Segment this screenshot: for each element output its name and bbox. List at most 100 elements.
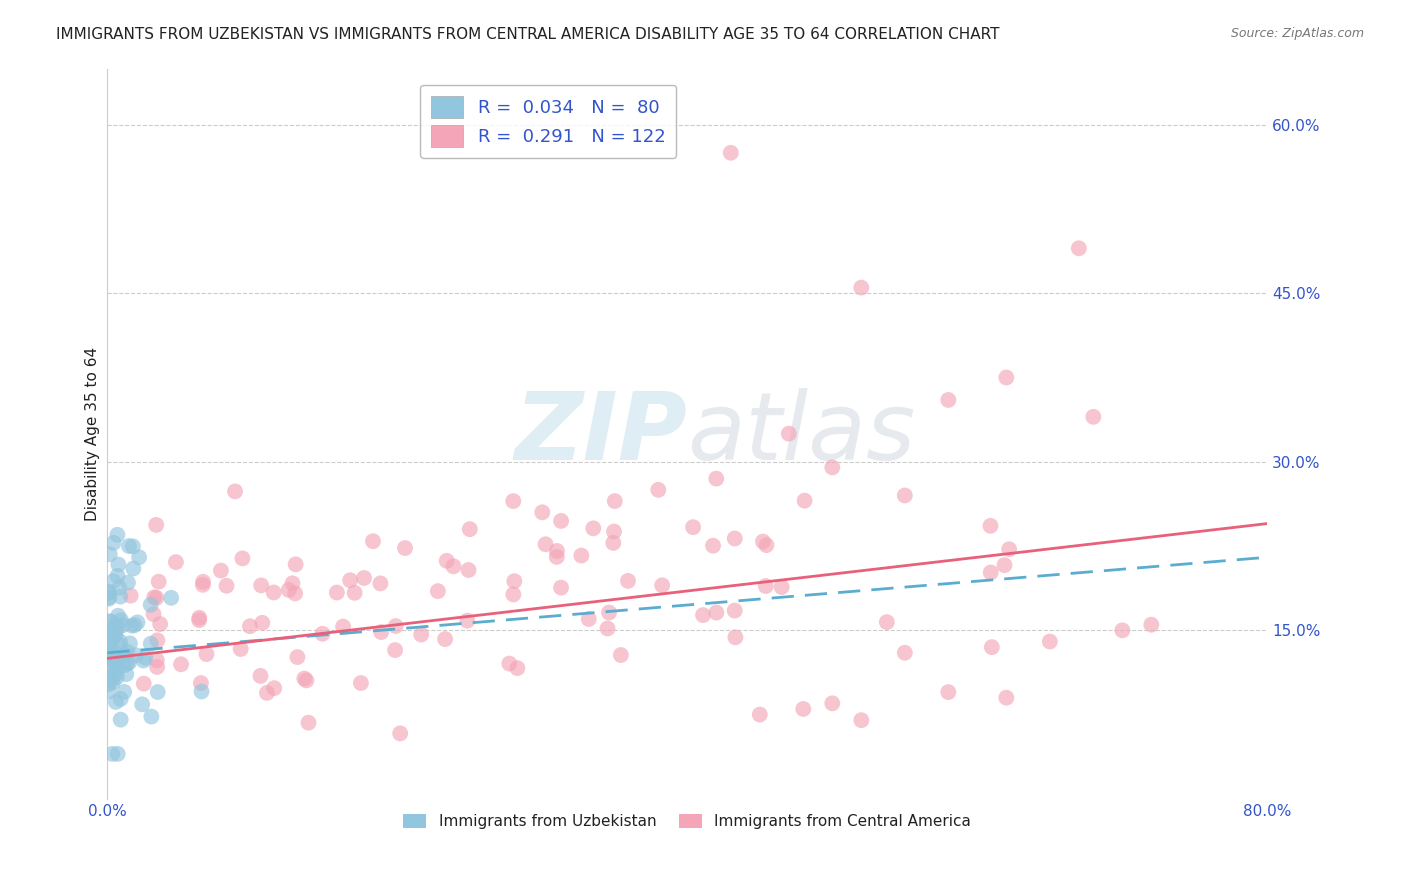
Point xyxy=(326,585,349,599)
Point xyxy=(1039,634,1062,648)
Point xyxy=(105,619,128,633)
Point xyxy=(146,685,169,699)
Point xyxy=(284,586,307,600)
Point xyxy=(107,660,129,674)
Point xyxy=(995,690,1018,705)
Point xyxy=(998,542,1021,557)
Point xyxy=(110,613,132,627)
Point xyxy=(389,726,412,740)
Point xyxy=(546,549,568,564)
Point xyxy=(107,569,129,583)
Point xyxy=(647,483,669,497)
Point xyxy=(384,619,406,633)
Point xyxy=(100,615,122,629)
Point xyxy=(531,505,554,519)
Point xyxy=(139,637,162,651)
Point xyxy=(112,685,135,699)
Point xyxy=(498,657,520,671)
Point xyxy=(277,582,299,597)
Point xyxy=(617,574,640,588)
Point xyxy=(97,626,120,640)
Point xyxy=(332,619,354,633)
Point xyxy=(143,591,166,605)
Text: atlas: atlas xyxy=(688,388,915,479)
Point xyxy=(256,686,278,700)
Point xyxy=(651,578,673,592)
Point xyxy=(191,578,214,592)
Point xyxy=(118,539,141,553)
Point xyxy=(702,539,724,553)
Point xyxy=(936,685,959,699)
Point xyxy=(370,576,392,591)
Point xyxy=(121,618,143,632)
Point xyxy=(101,747,124,761)
Point xyxy=(720,145,742,160)
Point xyxy=(97,591,120,606)
Text: Source: ZipAtlas.com: Source: ZipAtlas.com xyxy=(1230,27,1364,40)
Point xyxy=(980,566,1002,580)
Point xyxy=(97,684,120,698)
Point xyxy=(118,655,141,669)
Point xyxy=(692,608,714,623)
Point xyxy=(284,558,307,572)
Point xyxy=(146,660,169,674)
Point xyxy=(149,617,172,632)
Point xyxy=(287,650,309,665)
Point xyxy=(148,574,170,589)
Point xyxy=(755,579,778,593)
Point xyxy=(104,628,127,642)
Point xyxy=(821,460,844,475)
Point xyxy=(1111,624,1133,638)
Point xyxy=(876,615,898,629)
Point xyxy=(793,493,815,508)
Point xyxy=(160,591,183,605)
Point xyxy=(190,684,212,698)
Point xyxy=(292,672,315,686)
Point xyxy=(249,669,271,683)
Point xyxy=(993,558,1015,573)
Point xyxy=(110,590,132,604)
Point xyxy=(394,541,416,555)
Point xyxy=(350,676,373,690)
Point xyxy=(117,657,139,671)
Point xyxy=(108,634,131,648)
Point xyxy=(456,614,478,628)
Point xyxy=(457,563,479,577)
Point xyxy=(311,627,333,641)
Point xyxy=(132,654,155,668)
Point xyxy=(97,614,120,628)
Point xyxy=(752,534,775,549)
Point xyxy=(343,586,366,600)
Point xyxy=(936,392,959,407)
Point xyxy=(755,538,778,552)
Point xyxy=(190,676,212,690)
Point xyxy=(229,642,252,657)
Point xyxy=(724,603,747,617)
Point xyxy=(426,584,449,599)
Point xyxy=(195,647,218,661)
Point xyxy=(142,607,165,622)
Point xyxy=(503,574,526,589)
Point xyxy=(101,675,124,690)
Point xyxy=(112,618,135,632)
Point xyxy=(851,713,873,727)
Point xyxy=(792,702,814,716)
Point xyxy=(252,615,274,630)
Point xyxy=(98,664,121,678)
Point xyxy=(546,544,568,558)
Point xyxy=(851,280,873,294)
Point xyxy=(295,673,318,688)
Point xyxy=(98,547,121,561)
Point xyxy=(100,625,122,640)
Point xyxy=(724,630,747,644)
Point xyxy=(97,677,120,691)
Y-axis label: Disability Age 35 to 64: Disability Age 35 to 64 xyxy=(86,347,100,521)
Point xyxy=(1067,241,1090,255)
Legend: Immigrants from Uzbekistan, Immigrants from Central America: Immigrants from Uzbekistan, Immigrants f… xyxy=(398,808,977,835)
Point xyxy=(110,692,132,706)
Point xyxy=(598,606,620,620)
Point xyxy=(97,586,120,600)
Point xyxy=(105,657,128,672)
Point xyxy=(104,695,127,709)
Point xyxy=(125,648,148,663)
